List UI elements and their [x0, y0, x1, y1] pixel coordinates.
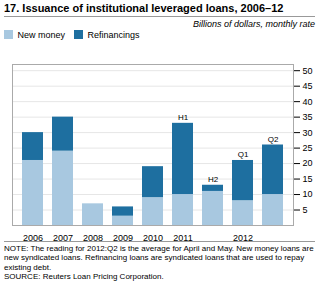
svg-text:2009: 2009 — [113, 232, 133, 240]
html-text:Billions of dollars, monthly r: Billions of dollars, monthly rate — [192, 19, 315, 29]
html-text:NOTE: The reading for 2012:Q2: NOTE: The reading for 2012:Q2 is the ave… — [4, 243, 314, 272]
html-text:Refinancings: Refinancings — [87, 29, 140, 40]
svg-text:2006: 2006 — [23, 232, 43, 240]
svg-text:2011: 2011 — [173, 232, 192, 240]
svg-text:50: 50 — [303, 65, 313, 75]
svg-text:H1: H1 — [178, 113, 189, 122]
svg-text:15: 15 — [303, 173, 313, 183]
svg-text:40: 40 — [303, 96, 313, 106]
svg-text:20: 20 — [303, 158, 313, 168]
svg-text:35: 35 — [303, 112, 313, 122]
html-text:SOURCE: Reuters Loan Pricing C: SOURCE: Reuters Loan Pricing Corporation… — [4, 272, 164, 281]
svg-text:2012: 2012 — [233, 232, 253, 240]
svg-text:2008: 2008 — [83, 232, 103, 240]
svg-text:10: 10 — [303, 189, 313, 199]
svg-text:45: 45 — [303, 81, 313, 91]
svg-text:2007: 2007 — [53, 232, 73, 240]
svg-text:2010: 2010 — [143, 232, 163, 240]
html-text:17. Issuance of institutional: 17. Issuance of institutional leveraged … — [4, 2, 284, 14]
svg-text:25: 25 — [303, 142, 313, 152]
svg-text:Q2: Q2 — [268, 135, 279, 144]
svg-text:H2: H2 — [208, 175, 219, 184]
svg-text:Q1: Q1 — [238, 150, 249, 159]
html-text:New money: New money — [17, 29, 65, 40]
svg-text:30: 30 — [303, 127, 313, 137]
svg-text:5: 5 — [303, 204, 308, 214]
